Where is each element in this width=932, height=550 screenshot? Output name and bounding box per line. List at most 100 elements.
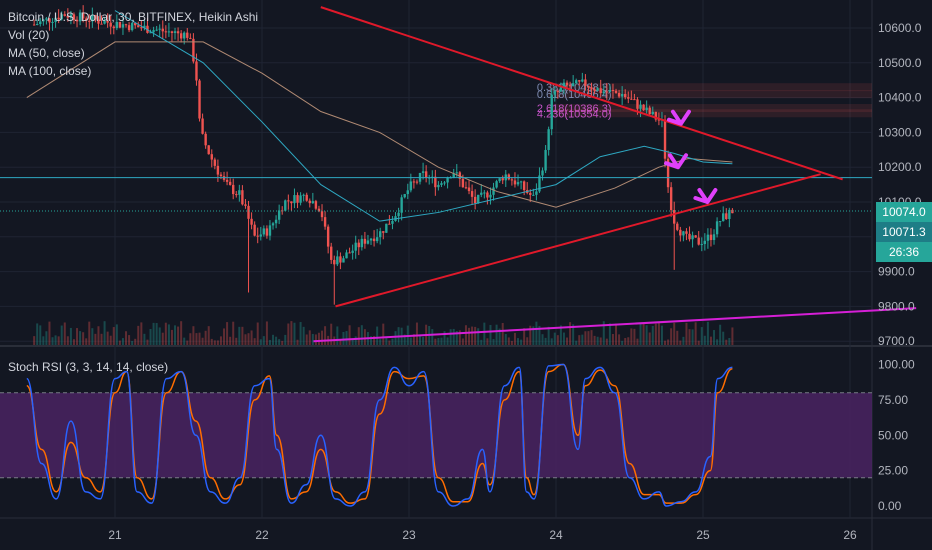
- volume-bar: [76, 328, 79, 345]
- volume-bar: [360, 325, 363, 345]
- candle-body: [382, 231, 385, 233]
- volume-bar: [140, 322, 143, 345]
- candle-body: [391, 220, 394, 224]
- channel-trendline[interactable]: [313, 307, 917, 343]
- chart-title[interactable]: Bitcoin / U.S. Dollar, 30, BITFINEX, Hei…: [8, 10, 259, 24]
- volume-bar: [510, 340, 513, 345]
- candle-body: [277, 210, 281, 220]
- volume-bar: [566, 337, 569, 345]
- study-volume[interactable]: Vol (20): [8, 28, 50, 42]
- volume-bar: [97, 326, 100, 345]
- fib-level-band: [548, 109, 872, 118]
- candle-body: [510, 179, 514, 181]
- candle-body: [183, 32, 186, 39]
- volume-bar: [731, 327, 734, 345]
- volume-bar: [290, 321, 293, 345]
- candle-body: [158, 28, 161, 30]
- volume-bar: [339, 339, 342, 345]
- candle-body: [192, 38, 195, 62]
- candle-body: [657, 119, 661, 121]
- volume-bar: [45, 331, 48, 345]
- volume-bar: [164, 322, 167, 345]
- volume-bar: [382, 323, 385, 345]
- volume-bar: [137, 325, 140, 345]
- rsi-tick-label: 100.00: [878, 358, 915, 372]
- candle-body: [507, 174, 511, 180]
- candle-body: [581, 79, 584, 82]
- volume-bar: [673, 322, 676, 345]
- volume-bar: [348, 325, 351, 345]
- chart-legend: Bitcoin / U.S. Dollar, 30, BITFINEX, Hei…: [8, 8, 258, 80]
- volume-bar: [498, 328, 501, 345]
- candle-body: [299, 195, 302, 203]
- volume-bar: [449, 329, 452, 345]
- candle-body: [137, 25, 140, 28]
- ascending-trendline[interactable]: [335, 173, 821, 308]
- rsi-title[interactable]: Stoch RSI (3, 3, 14, 14, close): [8, 360, 169, 374]
- annotation-arrow-icon[interactable]: [693, 188, 718, 204]
- volume-bar: [575, 340, 578, 345]
- rsi-tick-label: 50.00: [878, 428, 908, 442]
- volume-bar: [455, 330, 458, 345]
- volume-bar: [345, 331, 348, 345]
- descending-trendline[interactable]: [320, 6, 843, 181]
- volume-bar: [278, 339, 281, 345]
- volume-bar: [630, 328, 633, 345]
- volume-bar: [305, 334, 308, 345]
- candle-body: [207, 145, 210, 155]
- candle-body: [284, 200, 287, 211]
- candle-body: [66, 15, 70, 18]
- volume-bar: [54, 335, 57, 345]
- price-tick-label: 10300.0: [878, 125, 922, 139]
- candle-body: [195, 61, 198, 81]
- candle-body: [669, 187, 673, 211]
- candle-body: [522, 181, 526, 191]
- candle-body: [492, 187, 495, 195]
- candle-body: [210, 154, 213, 160]
- annotation-arrow-icon[interactable]: [664, 153, 689, 170]
- rsi-legend: Stoch RSI (3, 3, 14, 14, close): [8, 358, 168, 376]
- candle-body: [256, 235, 259, 237]
- last-price-tag: 10074.0: [876, 202, 932, 222]
- study-ma50[interactable]: MA (50, close): [8, 46, 85, 60]
- candle-body: [250, 218, 253, 225]
- ma100-line[interactable]: [26, 41, 733, 208]
- candle-body: [645, 107, 648, 111]
- candle-body: [688, 233, 691, 240]
- candle-body: [130, 23, 134, 31]
- volume-bar: [562, 332, 565, 345]
- volume-bar: [60, 325, 63, 345]
- candle-body: [400, 197, 403, 213]
- volume-bar: [468, 327, 471, 345]
- volume-bar: [706, 321, 709, 345]
- candle-body: [274, 219, 278, 224]
- candle-body: [547, 129, 550, 150]
- volume-bar: [115, 324, 118, 345]
- candle-body: [403, 194, 406, 198]
- candle-body: [228, 181, 232, 185]
- stoch-d-line[interactable]: [26, 363, 733, 504]
- candle-body: [42, 19, 45, 22]
- candle-body: [691, 235, 694, 240]
- annotation-arrow-icon[interactable]: [666, 109, 691, 126]
- candle-body: [115, 21, 119, 29]
- candle-body: [608, 89, 612, 92]
- volume-bar: [241, 326, 244, 345]
- volume-bar: [296, 339, 299, 345]
- candle-body: [593, 89, 596, 91]
- volume-bar: [517, 338, 520, 345]
- candle-body: [143, 25, 146, 29]
- ma50-line[interactable]: [114, 10, 733, 222]
- study-ma100[interactable]: MA (100, close): [8, 64, 92, 78]
- volume-bar: [618, 334, 621, 345]
- candle-body: [149, 32, 152, 34]
- volume-bar: [486, 338, 489, 345]
- stoch-k-line[interactable]: [26, 363, 733, 507]
- candle-body: [360, 238, 364, 248]
- candle-body: [568, 85, 572, 87]
- volume-bar: [250, 330, 253, 345]
- candle-body: [452, 173, 455, 178]
- volume-bar: [370, 336, 373, 345]
- volume-bar: [385, 337, 388, 345]
